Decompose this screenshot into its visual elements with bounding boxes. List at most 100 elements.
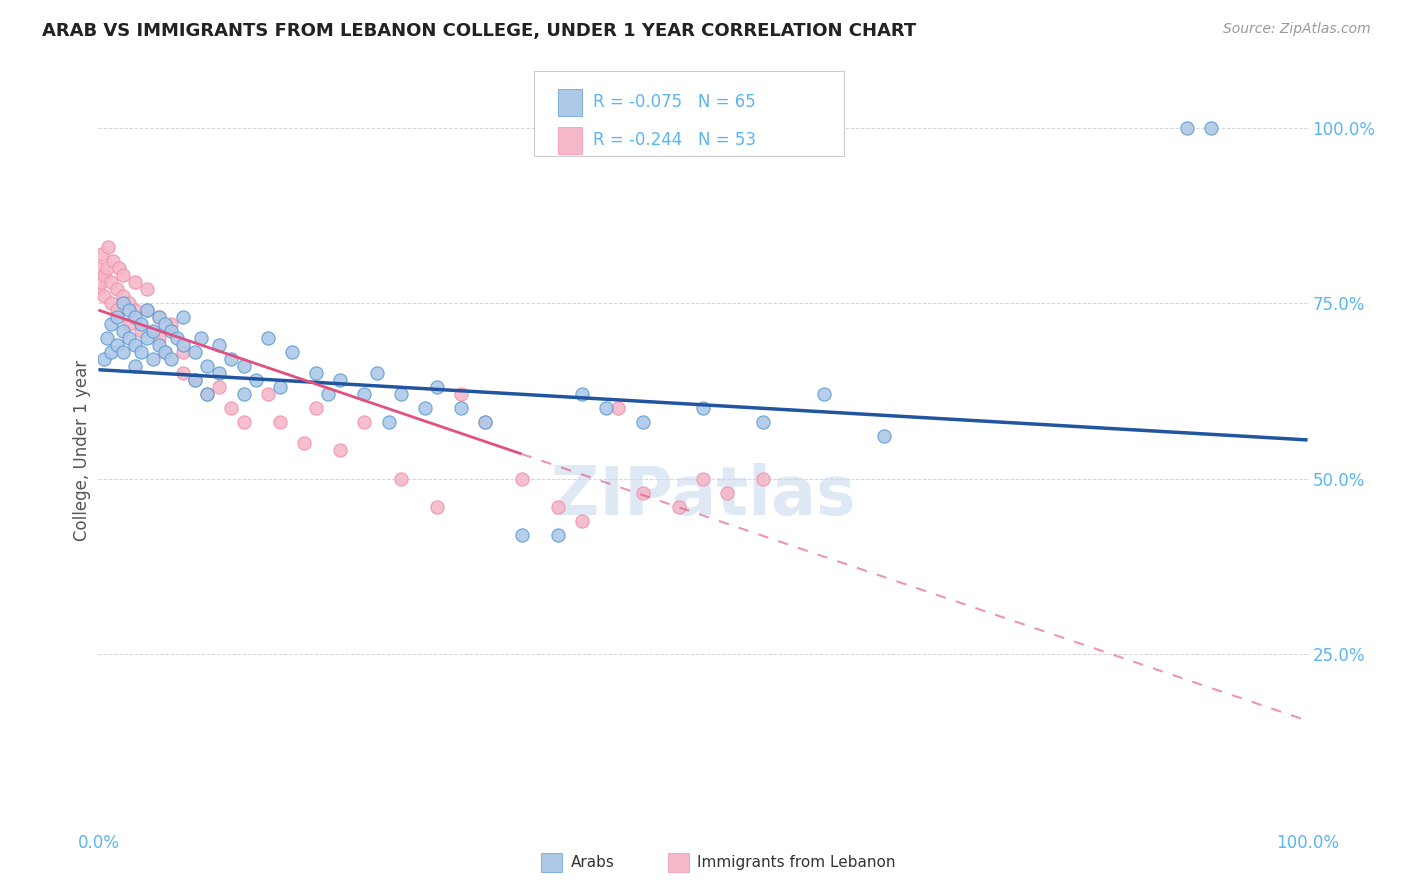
Point: [124, 338, 146, 352]
Point: [413, 401, 436, 416]
Point: [93, 268, 115, 282]
Point: [148, 331, 170, 345]
Point: [190, 331, 212, 345]
Point: [100, 317, 122, 331]
Point: [571, 387, 593, 401]
Point: [195, 359, 218, 374]
Point: [87, 282, 110, 296]
Point: [208, 338, 231, 352]
Point: [160, 352, 183, 367]
Point: [692, 471, 714, 485]
Point: [221, 401, 243, 416]
Point: [100, 275, 122, 289]
Point: [668, 500, 690, 514]
Point: [305, 401, 328, 416]
Point: [292, 436, 315, 450]
Point: [752, 416, 775, 430]
Point: [96, 260, 118, 275]
Point: [135, 303, 157, 318]
Point: [124, 310, 146, 324]
Text: Immigrants from Lebanon: Immigrants from Lebanon: [697, 855, 896, 870]
Point: [172, 345, 194, 359]
Point: [256, 387, 278, 401]
Point: [316, 387, 339, 401]
Point: [148, 310, 170, 324]
Point: [108, 260, 131, 275]
Point: [160, 324, 183, 338]
Point: [631, 485, 654, 500]
Point: [195, 387, 218, 401]
Point: [269, 416, 291, 430]
Text: R = -0.244   N = 53: R = -0.244 N = 53: [593, 131, 756, 149]
Point: [245, 373, 267, 387]
Point: [129, 345, 152, 359]
Point: [148, 310, 170, 324]
Point: [124, 275, 146, 289]
Point: [329, 443, 352, 458]
Point: [813, 387, 835, 401]
Point: [118, 331, 141, 345]
Point: [474, 416, 496, 430]
Point: [100, 296, 122, 310]
Point: [353, 416, 375, 430]
Point: [426, 380, 449, 394]
Point: [111, 345, 134, 359]
Text: ZIPatlas: ZIPatlas: [551, 463, 855, 529]
Point: [118, 296, 141, 310]
Point: [305, 366, 328, 380]
Point: [93, 289, 115, 303]
Point: [474, 416, 496, 430]
Point: [873, 429, 896, 443]
Point: [631, 416, 654, 430]
Point: [160, 317, 183, 331]
Point: [111, 268, 134, 282]
Point: [256, 331, 278, 345]
Point: [450, 401, 472, 416]
Point: [752, 471, 775, 485]
Point: [184, 373, 207, 387]
Point: [135, 331, 157, 345]
Point: [135, 282, 157, 296]
Point: [111, 289, 134, 303]
Point: [232, 387, 254, 401]
Point: [96, 331, 118, 345]
Point: [101, 254, 124, 268]
Text: R = -0.075   N = 65: R = -0.075 N = 65: [593, 94, 756, 112]
Point: [547, 500, 569, 514]
Point: [166, 331, 188, 345]
Point: [1175, 120, 1198, 135]
Point: [100, 345, 122, 359]
Point: [153, 345, 176, 359]
Point: [353, 387, 375, 401]
Point: [97, 240, 120, 254]
Point: [232, 359, 254, 374]
Point: [135, 303, 157, 318]
Point: [111, 324, 134, 338]
Point: [93, 352, 115, 367]
Point: [607, 401, 630, 416]
Text: ARAB VS IMMIGRANTS FROM LEBANON COLLEGE, UNDER 1 YEAR CORRELATION CHART: ARAB VS IMMIGRANTS FROM LEBANON COLLEGE,…: [42, 22, 917, 40]
Point: [105, 282, 128, 296]
Point: [118, 303, 141, 318]
Point: [208, 366, 231, 380]
Point: [172, 366, 194, 380]
Point: [232, 416, 254, 430]
Point: [510, 527, 533, 541]
Point: [111, 296, 134, 310]
Y-axis label: College, Under 1 year: College, Under 1 year: [73, 359, 91, 541]
Point: [571, 514, 593, 528]
Point: [172, 310, 194, 324]
Point: [153, 317, 176, 331]
Point: [208, 380, 231, 394]
Point: [366, 366, 388, 380]
Point: [329, 373, 352, 387]
Point: [450, 387, 472, 401]
Point: [716, 485, 738, 500]
Point: [105, 303, 128, 318]
Point: [221, 352, 243, 367]
Point: [129, 324, 152, 338]
Point: [148, 338, 170, 352]
Point: [281, 345, 304, 359]
Point: [153, 345, 176, 359]
Text: Source: ZipAtlas.com: Source: ZipAtlas.com: [1223, 22, 1371, 37]
